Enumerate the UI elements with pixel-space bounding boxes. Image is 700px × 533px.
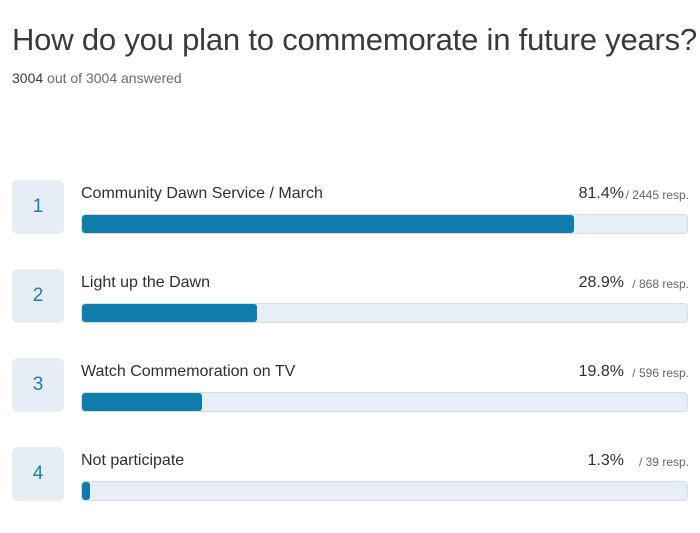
bar-fill: [82, 482, 90, 500]
result-row: 4 Not participate 1.3% / 39 resp.: [0, 447, 700, 507]
bar-track: [81, 214, 688, 234]
rank-badge: 3: [12, 358, 64, 412]
result-row: 2 Light up the Dawn 28.9% / 868 resp.: [0, 269, 700, 329]
answered-suffix: answered: [117, 70, 182, 86]
rank-badge: 1: [12, 180, 64, 234]
option-label: Community Dawn Service / March: [81, 185, 323, 202]
percent-label: 19.8%: [578, 363, 624, 380]
response-count: / 2445 resp.: [625, 188, 689, 202]
answered-summary: 3004 out of 3004 answered: [12, 70, 182, 86]
percent-label: 81.4%: [578, 185, 624, 202]
result-row: 3 Watch Commemoration on TV 19.8% / 596 …: [0, 358, 700, 418]
chart-title: How do you plan to commemorate in future…: [12, 22, 697, 57]
response-count: / 868 resp.: [632, 277, 689, 291]
bar-track: [81, 481, 688, 501]
bar-fill: [82, 393, 202, 411]
bar-fill: [82, 215, 575, 233]
answered-middle: out of: [43, 70, 86, 86]
result-row: 1 Community Dawn Service / March 81.4% /…: [0, 180, 700, 240]
answered-total: 3004: [85, 70, 118, 86]
bar-track: [81, 303, 688, 323]
option-label: Light up the Dawn: [81, 274, 210, 291]
response-count: / 596 resp.: [632, 366, 689, 380]
bar-fill: [82, 304, 257, 322]
rank-badge: 4: [12, 447, 64, 501]
option-label: Watch Commemoration on TV: [81, 363, 296, 380]
bar-track: [81, 392, 688, 412]
answered-count: 3004: [12, 70, 44, 86]
rank-badge: 2: [12, 269, 64, 323]
option-label: Not participate: [81, 452, 185, 469]
response-count: / 39 resp.: [638, 455, 689, 469]
percent-label: 1.3%: [587, 452, 624, 469]
percent-label: 28.9%: [578, 274, 624, 291]
